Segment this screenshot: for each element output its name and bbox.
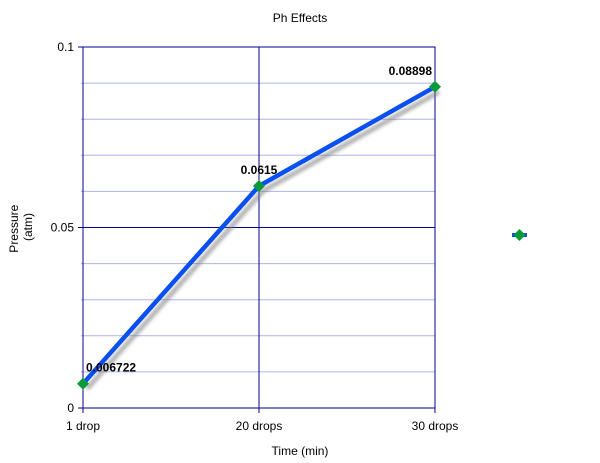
major-gridlines xyxy=(83,46,435,409)
data-point-diamond-icon xyxy=(429,80,441,93)
x-tick-label: 30 drops xyxy=(412,419,459,433)
x-axis-label: Time (min) xyxy=(272,444,329,458)
legend xyxy=(512,229,529,241)
data-point-diamond-icon xyxy=(77,377,89,390)
y-tick-label: 0 xyxy=(67,401,74,415)
chart-title: Ph Effects xyxy=(273,11,327,25)
data-point-markers xyxy=(77,80,441,390)
series-line-shadow xyxy=(85,89,441,391)
data-label: 0.0615 xyxy=(241,163,278,177)
data-labels: 0.006722 0.0615 0.08898 xyxy=(86,64,432,375)
data-point-diamond-icon xyxy=(253,179,265,192)
data-label: 0.006722 xyxy=(86,361,136,375)
y-tick-label: 0.05 xyxy=(51,221,75,235)
minor-gridlines xyxy=(81,82,435,373)
y-axis-label: Pressure (atm) xyxy=(7,201,35,252)
legend-diamond-icon xyxy=(513,229,526,241)
y-tick-label: 0.1 xyxy=(57,40,74,54)
x-tick-label: 20 drops xyxy=(236,419,283,433)
data-label: 0.08898 xyxy=(389,64,433,78)
x-tick-label: 1 drop xyxy=(66,419,100,433)
y-axis-ticks: 0 0.05 0.1 xyxy=(51,40,83,415)
x-axis-ticks: 1 drop 20 drops 30 drops xyxy=(66,408,458,433)
